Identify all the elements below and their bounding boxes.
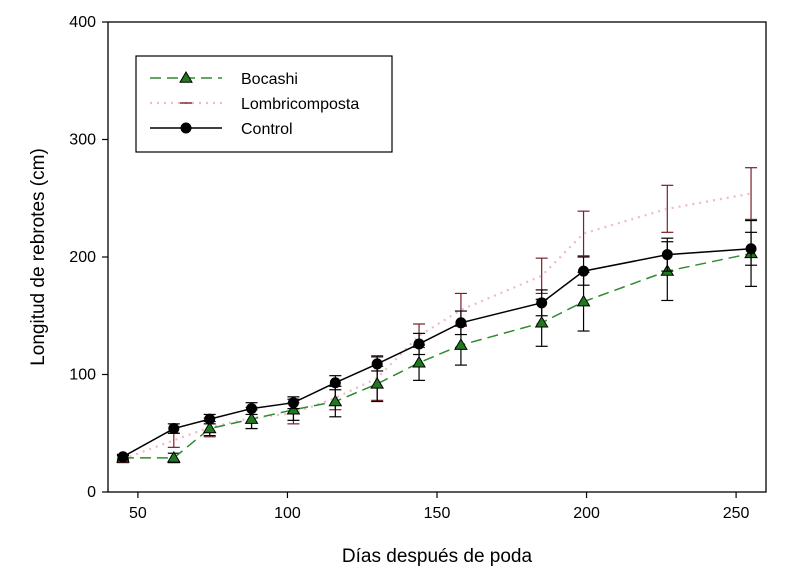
- legend-label-bocashi: Bocashi: [241, 71, 298, 88]
- series-layer: [116, 167, 758, 464]
- y-tick-label: 100: [69, 367, 96, 384]
- data-point-bocashi: [166, 450, 181, 463]
- y-tick-label: 0: [87, 484, 96, 501]
- data-point-bocashi: [534, 315, 549, 328]
- legend-marker-bocashi: [179, 71, 193, 83]
- error-bar-lombricomposta: [745, 167, 758, 220]
- data-point-control: [204, 413, 216, 425]
- data-point-control: [117, 451, 129, 463]
- legend-marker-control: [180, 122, 192, 134]
- x-tick-label: 150: [424, 505, 451, 522]
- legend-entry-control: Control: [150, 121, 293, 138]
- data-point-control: [413, 338, 425, 350]
- data-point-bocashi: [202, 421, 217, 434]
- legend-entry-bocashi: Bocashi: [150, 71, 298, 88]
- legend-label-control: Control: [241, 121, 293, 138]
- x-tick-label: 250: [723, 505, 750, 522]
- legend-entry-lombricomposta: Lombricomposta: [150, 96, 359, 113]
- error-bar-lombricomposta: [535, 257, 548, 295]
- data-point-bocashi: [244, 412, 259, 424]
- data-point-control: [371, 358, 383, 370]
- x-tick-label: 50: [129, 505, 147, 522]
- data-point-control: [329, 377, 341, 389]
- series-line-lombricomposta: [122, 192, 752, 461]
- data-point-bocashi: [576, 294, 591, 307]
- data-point-bocashi: [454, 338, 468, 350]
- data-point-control: [168, 423, 180, 435]
- data-point-bocashi: [328, 394, 343, 407]
- x-tick-label: 100: [274, 505, 301, 522]
- data-point-bocashi: [370, 376, 385, 389]
- y-tick-label: 200: [69, 249, 96, 266]
- data-point-control: [287, 397, 299, 409]
- series-line-control: [122, 248, 752, 458]
- y-tick-label: 400: [69, 14, 96, 31]
- error-bar-lombricomposta: [167, 432, 180, 448]
- data-point-control: [536, 297, 548, 309]
- data-point-control: [745, 243, 757, 255]
- data-point-control: [661, 249, 673, 261]
- x-axis-title: Días después de poda: [342, 546, 533, 567]
- data-point-control: [455, 317, 467, 329]
- error-bar-lombricomposta: [577, 210, 590, 257]
- axis-ticks: 50 100 150 200 250 0 100 200 300 400: [69, 14, 749, 522]
- data-point-control: [578, 265, 590, 277]
- data-point-bocashi: [412, 355, 426, 368]
- series-control: [116, 231, 758, 463]
- x-tick-label: 200: [573, 505, 600, 522]
- legend: Bocashi Lombricomposta Control: [135, 55, 393, 153]
- data-point-control: [246, 403, 258, 415]
- legend-label-lombricomposta: Lombricomposta: [241, 96, 359, 113]
- error-bar-lombricomposta: [661, 184, 674, 233]
- series-bocashi: [116, 219, 758, 464]
- series-line-bocashi: [122, 252, 752, 459]
- y-axis-title: Longitud de rebrotes (cm): [28, 148, 49, 366]
- y-tick-label: 300: [69, 132, 96, 149]
